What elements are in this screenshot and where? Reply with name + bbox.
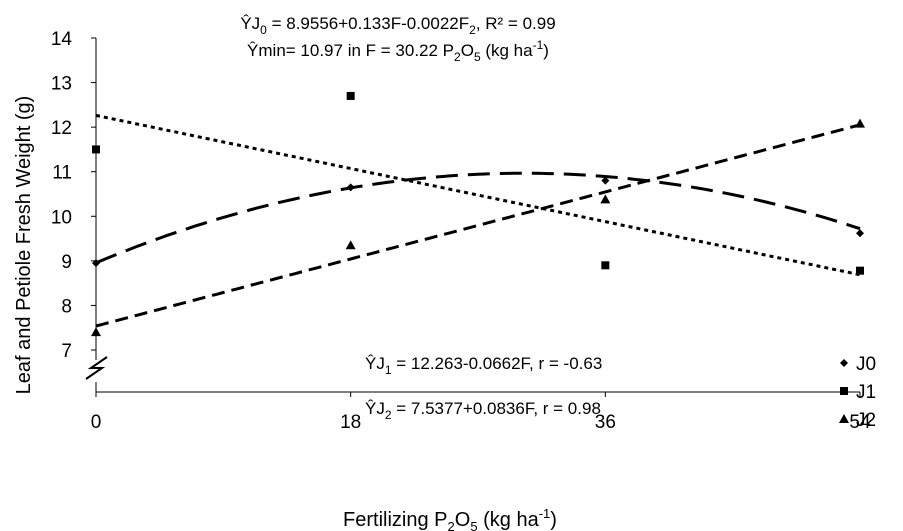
data-point-j0 [347,183,355,191]
equation-j0: ŶJ0 = 8.9556+0.133F-0.0022F2, R² = 0.99 [240,14,555,37]
x-tick-label: 0 [91,412,102,433]
data-point-j1 [347,92,355,100]
legend-item-j2: J2 [839,410,876,431]
legend-marker-diamond [840,359,848,367]
y-axis-break-mark [86,357,107,379]
legend-label-j1: J1 [856,382,876,403]
data-point-j1 [92,145,100,153]
y-axis-title: Leaf and Petiole Fresh Weight (g) [13,96,35,395]
data-markers [91,92,865,336]
data-point-j1 [856,267,864,275]
fit-lines [96,115,860,326]
y-tick-label: 9 [61,252,72,273]
legend-label-j2: J2 [856,410,876,431]
y-tick-label: 11 [52,163,72,184]
y-tick-label: 8 [61,296,72,317]
x-axis-title: Fertilizing P2O5 (kg ha-1) [343,506,557,531]
legend-label-j0: J0 [856,354,876,375]
legend-marker-square [840,387,848,395]
data-point-j2 [91,327,101,336]
legend-item-j1: J1 [840,382,876,403]
legend-marker-triangle [839,414,849,423]
ymin-annotation: Ŷmin= 10.97 in F = 30.22 P2O5 (kg ha-1) [247,38,549,64]
equation-j2: ŶJ2 = 7.5377+0.0836F, r = 0.98 [365,399,601,422]
equation-j1: ŶJ1 = 12.263-0.0662F, r = -0.63 [365,354,602,377]
y-tick-label: 14 [51,29,73,50]
y-tick-label: 10 [51,207,72,228]
data-point-j2 [346,240,356,249]
data-point-j0 [856,229,864,237]
legend: J0 J1 J2 [839,354,876,431]
fit-line-j0 [96,173,860,263]
y-tick-label: 7 [61,341,72,362]
data-point-j2 [855,119,865,128]
data-point-j1 [601,261,609,269]
fit-line-j2 [96,125,860,326]
fit-line-j1 [96,115,860,274]
x-tick-label: 18 [340,412,361,433]
y-tick-label: 12 [51,118,72,139]
legend-item-j0: J0 [840,354,876,375]
y-tick-label: 13 [51,74,72,95]
data-point-j2 [600,194,610,203]
